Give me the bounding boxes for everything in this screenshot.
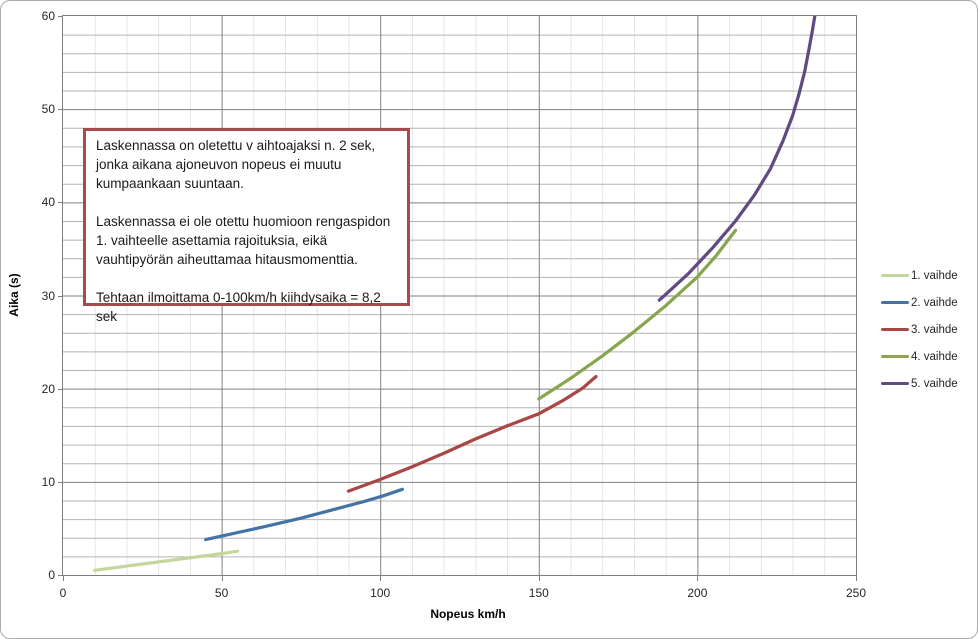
x-tick-label: 150 [528,586,549,600]
legend: 1. vaihde 2. vaihde 3. vaihde 4. vaihde 5. v… [881,262,977,397]
y-tick-mark [58,295,63,297]
y-tick-label: 60 [41,9,55,23]
legend-swatch [881,301,909,304]
x-tick-mark [856,576,857,581]
x-tick-label: 250 [845,586,867,600]
y-tick-mark [58,481,63,483]
annotation-paragraph: Laskennassa ei ole otettu huomioon renga… [96,214,391,267]
legend-item: 4. vaihde [881,343,977,370]
y-tick-mark [58,109,63,111]
y-tick-label: 10 [41,474,55,489]
x-axis-title: Nopeus km/h [430,607,506,621]
y-tick-label: 30 [41,288,55,303]
legend-item: 1. vaihde [881,262,977,289]
legend-label: 5. vaihde [911,377,958,390]
legend-swatch [881,328,909,331]
x-tick-mark [380,576,382,581]
x-tick-label: 200 [687,586,708,600]
legend-label: 3. vaihde [911,323,958,336]
series-line-5-vaihde [657,16,817,302]
annotation-box: Laskennassa on oletettu v aihtoajaksi n.… [83,128,410,324]
y-tick-mark [58,202,63,204]
x-tick-mark [538,576,540,581]
series-line-3-vaihde [346,374,598,493]
x-tick-label: 100 [370,586,391,600]
legend-swatch [881,355,909,358]
annotation-paragraph: Laskennassa on oletettu v aihtoajaksi n.… [96,138,376,191]
legend-label: 2. vaihde [911,296,958,309]
series-line-2-vaihde [204,487,405,542]
legend-swatch [881,382,909,385]
legend-swatch [881,274,909,277]
legend-item: 5. vaihde [881,370,977,397]
plot-svg [63,16,856,575]
y-tick-label: 50 [41,102,55,117]
y-tick-mark [58,388,63,390]
legend-item: 2. vaihde [881,289,977,316]
y-tick-mark [58,575,63,576]
x-tick-mark [221,576,223,581]
legend-label: 4. vaihde [911,350,958,363]
legend-item: 3. vaihde [881,316,977,343]
y-tick-label: 20 [41,381,55,396]
y-tick-mark [58,16,63,17]
series-line-1-vaihde [93,549,240,572]
x-tick-mark [697,576,699,581]
legend-label: 1. vaihde [911,269,958,282]
annotation-paragraph: Tehtaan ilmoittama 0-100km/h kiihdysaika… [96,290,381,324]
x-tick-label: 0 [59,586,67,600]
x-tick-mark [63,576,64,581]
x-tick-label: 50 [214,586,229,600]
y-tick-label: 0 [48,568,55,582]
y-axis-title: Aika (s) [7,273,21,317]
y-tick-label: 40 [41,195,55,210]
series-line-4-vaihde [537,228,738,401]
